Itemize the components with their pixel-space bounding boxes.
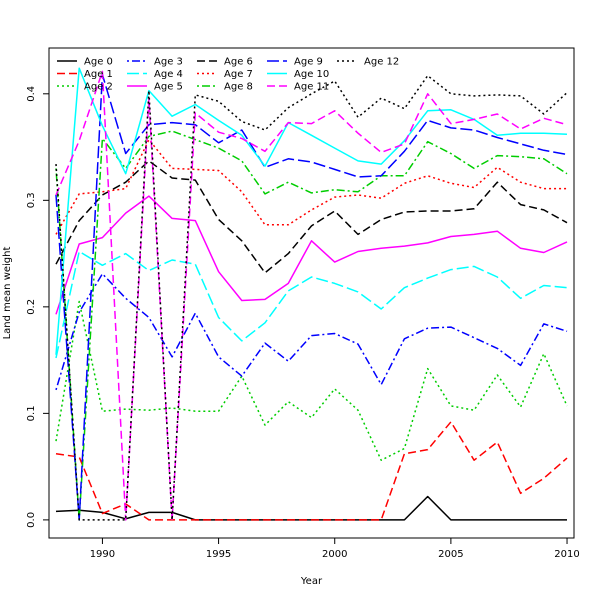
plot-frame <box>48 47 575 539</box>
y-tick-label: 0.4 <box>26 86 37 102</box>
y-tick-label: 0.0 <box>26 512 37 528</box>
x-axis-title: Year <box>300 576 323 587</box>
series-line-age-6 <box>55 160 568 274</box>
legend-label-age-11: Age 11 <box>294 82 329 93</box>
legend-label-age-3: Age 3 <box>154 57 183 68</box>
x-tick-label: 1995 <box>206 549 231 560</box>
series-line-age-4 <box>55 250 568 359</box>
legend-label-age-1: Age 1 <box>84 69 113 80</box>
series-line-age-1 <box>55 421 568 521</box>
y-axis-title: Land mean weight <box>2 247 13 340</box>
x-tick-label: 2010 <box>554 549 579 560</box>
x-tick-label: 1990 <box>90 549 115 560</box>
series-line-age-5 <box>55 195 568 315</box>
series-line-age-10 <box>55 67 568 355</box>
legend-label-age-5: Age 5 <box>154 82 183 93</box>
series-line-age-3 <box>55 273 568 391</box>
y-tick-label: 0.1 <box>26 405 37 421</box>
y-axis: 0.0 0.1 0.2 0.3 0.4 <box>26 86 49 528</box>
x-tick-label: 2000 <box>322 549 347 560</box>
legend-label-age-0: Age 0 <box>84 57 113 68</box>
x-tick-label: 2005 <box>438 549 463 560</box>
legend-label-age-10: Age 10 <box>294 69 329 80</box>
legend-label-age-12: Age 12 <box>364 57 399 68</box>
legend-label-age-4: Age 4 <box>154 69 183 80</box>
legend-label-age-6: Age 6 <box>224 57 253 68</box>
series-line-age-11 <box>55 70 568 521</box>
series-line-age-9 <box>55 73 568 521</box>
series-lines <box>55 67 568 521</box>
x-axis: 1990 1995 2000 2005 2010 <box>90 538 580 560</box>
y-tick-label: 0.2 <box>26 299 37 315</box>
series-line-age-8 <box>55 130 568 521</box>
legend-label-age-2: Age 2 <box>84 82 113 93</box>
y-tick-label: 0.3 <box>26 192 37 208</box>
legend-label-age-9: Age 9 <box>294 57 323 68</box>
legend-label-age-7: Age 7 <box>224 69 253 80</box>
legend-label-age-8: Age 8 <box>224 82 253 93</box>
